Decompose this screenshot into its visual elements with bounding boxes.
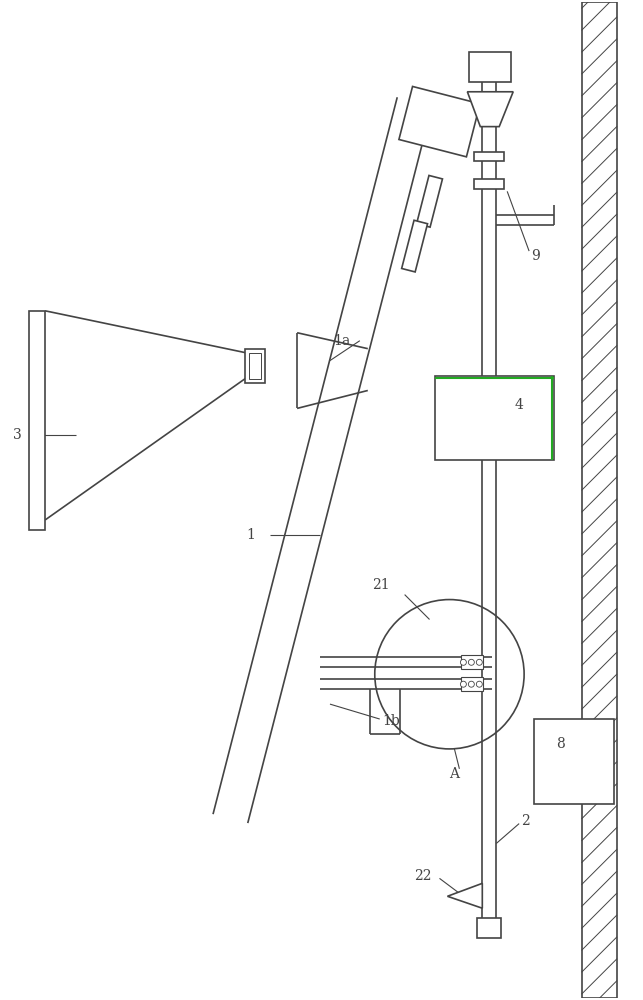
Polygon shape <box>402 220 428 272</box>
Text: 1a: 1a <box>333 334 350 348</box>
Bar <box>534 719 613 804</box>
Polygon shape <box>467 92 513 127</box>
Bar <box>435 376 554 460</box>
Bar <box>30 311 45 530</box>
Polygon shape <box>448 883 482 908</box>
Bar <box>475 179 504 189</box>
Circle shape <box>468 681 475 687</box>
Bar <box>469 52 511 82</box>
Circle shape <box>476 659 482 665</box>
Bar <box>246 349 266 383</box>
Text: 1b: 1b <box>383 714 401 728</box>
Polygon shape <box>399 86 480 157</box>
Bar <box>477 918 502 938</box>
Circle shape <box>476 681 482 687</box>
Text: 2: 2 <box>521 814 530 828</box>
Circle shape <box>460 659 466 665</box>
Text: 1: 1 <box>246 528 255 542</box>
Text: 3: 3 <box>13 428 21 442</box>
Text: A: A <box>449 767 459 781</box>
Circle shape <box>460 681 466 687</box>
Bar <box>249 353 261 379</box>
Bar <box>462 655 484 669</box>
Text: 21: 21 <box>372 578 390 592</box>
Polygon shape <box>417 175 442 227</box>
Text: 4: 4 <box>514 398 523 412</box>
Bar <box>475 152 504 161</box>
Text: 9: 9 <box>531 249 540 263</box>
Text: 22: 22 <box>414 869 431 883</box>
Bar <box>462 677 484 691</box>
Bar <box>582 2 617 998</box>
Circle shape <box>468 659 475 665</box>
Text: 8: 8 <box>556 737 565 751</box>
